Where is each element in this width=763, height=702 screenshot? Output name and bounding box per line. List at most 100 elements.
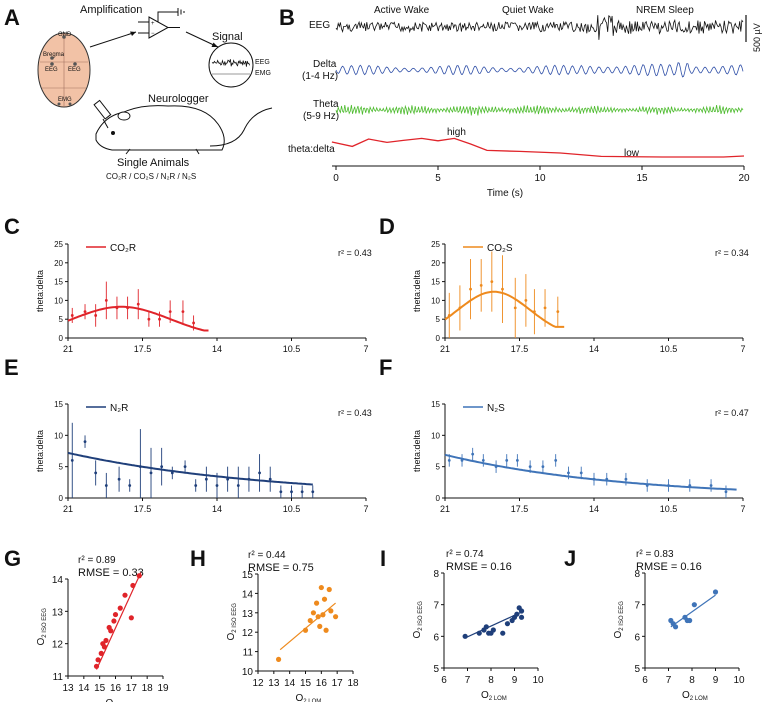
- data-point: [528, 465, 532, 469]
- y-tick-label: 10: [242, 667, 254, 678]
- x-tick-label: 17.5: [511, 504, 529, 514]
- data-point: [170, 471, 174, 475]
- r-squared-label: r² = 0.44: [248, 550, 286, 561]
- data-point: [192, 321, 195, 325]
- regression-line: [95, 572, 142, 670]
- data-point: [518, 608, 525, 614]
- data-point: [514, 611, 520, 617]
- y-tick-label: 13: [242, 609, 254, 620]
- y-tick-label: 8: [433, 569, 439, 580]
- y-tick-label: 15: [54, 400, 63, 409]
- y-tick-label: 5: [436, 463, 441, 472]
- panel-e-chart: 0 5 10 15 21 17.5 14 10.5 7 theta:delta N₂R r² = 0.…: [35, 400, 372, 514]
- data-point: [204, 477, 208, 481]
- row-label-theta: Theta: [313, 99, 339, 110]
- x-tick-label: 14: [589, 344, 599, 354]
- skull-emg-label: EMG: [58, 97, 72, 103]
- x-tick-label: 18: [142, 683, 154, 694]
- data-point: [504, 621, 511, 627]
- x-tick-label: 7: [740, 344, 745, 354]
- mouse-icon: [93, 99, 273, 155]
- panel-label-h: H: [190, 546, 206, 571]
- data-point: [323, 627, 329, 633]
- state-nrem-sleep: NREM Sleep: [636, 5, 694, 16]
- data-point: [236, 484, 240, 487]
- neurologger-label: Neurologger: [148, 93, 209, 105]
- legend-label: N₂S: [487, 403, 505, 414]
- data-point: [567, 471, 570, 475]
- legend-label: N₂R: [110, 403, 128, 414]
- y-tick-label: 15: [54, 278, 63, 287]
- time-tick-label: 5: [435, 173, 441, 184]
- regression-line: [279, 602, 336, 651]
- signal-emg-label: EMG: [255, 70, 271, 77]
- y-tick-label: 5: [436, 315, 441, 324]
- data-point: [624, 477, 628, 481]
- arrowhead-icon: [130, 31, 136, 36]
- x-tick-label: 10.5: [660, 504, 678, 514]
- data-point: [300, 490, 304, 494]
- x-tick-label: 10.5: [283, 504, 301, 514]
- data-point: [168, 310, 172, 314]
- x-tick-label: 14: [589, 504, 599, 514]
- panel-d-chart: 0 5 10 15 20 25 21 17.5 14 10.5 7 theta:delta CO₂S r²…: [412, 240, 749, 354]
- panel-label-g: G: [4, 546, 21, 571]
- x-tick-label: 10.5: [283, 344, 301, 354]
- data-point: [111, 618, 117, 624]
- data-point: [476, 630, 482, 636]
- rmse-label: RMSE = 0.33: [78, 567, 144, 579]
- data-point: [515, 459, 519, 462]
- y-tick-label: 0: [59, 334, 64, 343]
- data-point: [103, 637, 109, 644]
- panel-label-f: F: [379, 355, 392, 380]
- y-tick-label: 5: [59, 315, 64, 324]
- arrow-to-amplifier: [89, 31, 137, 48]
- row-label-ratio: theta:delta: [288, 144, 335, 155]
- x-axis-label-main: O: [296, 693, 304, 702]
- x-tick-label: 19: [157, 683, 169, 694]
- data-point: [128, 615, 134, 621]
- x-tick-label: 13: [268, 678, 280, 689]
- eeg-trace: [335, 15, 744, 40]
- data-point: [128, 484, 132, 487]
- data-point: [108, 628, 114, 634]
- data-point: [94, 471, 98, 475]
- r-squared-label: r² = 0.89: [78, 555, 116, 566]
- data-point: [543, 306, 547, 310]
- skull-eeg-left-label: EEG: [45, 67, 58, 73]
- data-point: [290, 490, 293, 494]
- panel-b: B Active Wake Quiet Wake NREM Sleep EEG …: [279, 5, 762, 199]
- x-tick-label: 7: [363, 504, 368, 514]
- data-point: [95, 657, 101, 663]
- y-axis-label: O2 ISO EEG: [412, 601, 424, 639]
- r-squared-label: r² = 0.34: [715, 248, 749, 258]
- x-tick-label: 13: [62, 683, 74, 694]
- x-axis-label-main: O: [106, 698, 114, 702]
- y-axis-label: theta:delta: [412, 430, 422, 472]
- data-point: [302, 627, 309, 633]
- data-point: [307, 617, 313, 624]
- x-axis-label-sub: 2 LOM: [303, 699, 321, 702]
- skull-diagram: GND Bregma EEG EEG EMG: [37, 32, 91, 108]
- x-tick-label: 14: [212, 344, 222, 354]
- y-tick-label: 10: [54, 296, 63, 305]
- data-point: [147, 317, 151, 321]
- y-tick-label: 14: [242, 589, 254, 600]
- r-squared-label: r² = 0.83: [636, 549, 674, 560]
- x-tick-label: 6: [441, 675, 447, 686]
- x-axis-label: O2 LOM: [106, 698, 132, 702]
- data-point: [724, 490, 728, 494]
- x-tick-label: 14: [212, 504, 222, 514]
- legend-label: CO₂R: [110, 243, 136, 254]
- amplifier-icon: + −: [138, 8, 185, 39]
- data-point: [326, 586, 332, 593]
- x-axis-label: O2 LOM: [481, 690, 507, 702]
- data-point: [462, 633, 468, 639]
- fit-curve: [444, 290, 565, 328]
- x-tick-label: 8: [488, 675, 494, 686]
- y-axis-label: O2 ISO EEG: [613, 601, 625, 639]
- y-axis-label-main: O: [36, 638, 47, 646]
- y-tick-label: 6: [634, 632, 640, 643]
- data-point: [310, 610, 317, 616]
- row-label-delta-range: (1-4 Hz): [302, 71, 338, 82]
